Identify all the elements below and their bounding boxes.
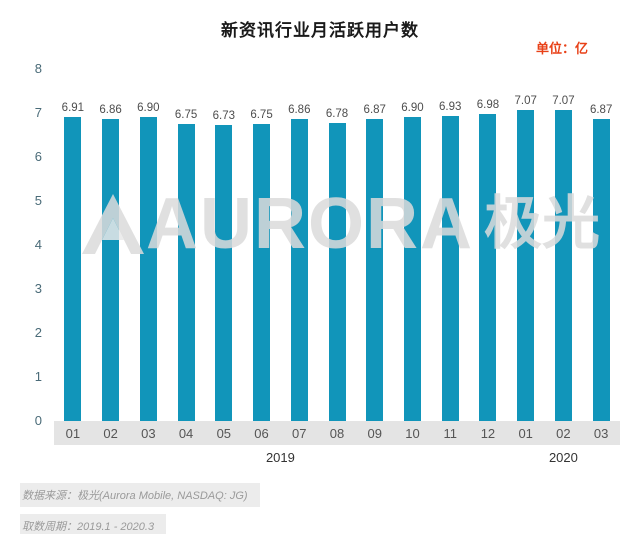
y-tick-label: 0 <box>34 413 42 428</box>
chart-title: 新资讯行业月活跃用户数 <box>221 21 419 40</box>
bar <box>403 117 421 421</box>
bar <box>253 124 271 421</box>
year-label: 2020 <box>548 450 578 465</box>
bar-column: 7.07 <box>507 69 545 421</box>
bar-value-label: 6.87 <box>589 103 613 116</box>
x-tick-label: 01 <box>518 425 533 441</box>
plot-area: 6.91 6.86 6.90 6.75 6.73 6.75 6.86 6.78 6.87 6.90… <box>54 69 620 421</box>
y-tick-label: 5 <box>34 193 42 208</box>
bar-column: 6.91 <box>54 69 92 421</box>
footer: 数据来源：极光(Aurora Mobile, NASDAQ: JG) 取数周期：… <box>20 483 620 534</box>
bar <box>441 116 459 421</box>
unit-label: 单位：亿 <box>535 41 588 56</box>
bar-column: 6.87 <box>356 69 394 421</box>
bar-column: 6.93 <box>431 69 469 421</box>
year-label: 2019 <box>265 450 295 465</box>
bar-value-label: 6.98 <box>476 98 500 111</box>
bar <box>366 118 384 421</box>
bar <box>64 116 82 421</box>
x-tick-label: 11 <box>443 425 457 441</box>
bar <box>328 122 346 421</box>
bar-value-label: 6.87 <box>363 103 386 116</box>
bar-value-label: 6.75 <box>250 109 273 121</box>
bar-column: 7.07 <box>545 69 583 421</box>
bar <box>517 109 535 421</box>
bar-value-label: 6.75 <box>174 109 198 121</box>
bar-value-label: 6.86 <box>288 104 311 117</box>
bar-value-label: 6.91 <box>61 101 85 114</box>
bar-column: 6.78 <box>318 69 356 421</box>
x-tick-label: 09 <box>367 425 382 441</box>
year-labels: 2019 2020 <box>54 450 620 465</box>
bar-column: 6.75 <box>243 69 281 421</box>
bar <box>554 109 572 421</box>
bar <box>139 117 157 421</box>
x-tick-label: 07 <box>292 425 307 441</box>
x-tick-label: 02 <box>103 425 118 441</box>
y-tick-label: 8 <box>34 61 42 76</box>
x-tick-label: 03 <box>593 425 609 441</box>
bar-value-label: 6.90 <box>401 102 424 115</box>
x-tick-label: 10 <box>405 425 420 441</box>
y-axis: 8 7 6 5 4 3 2 1 0 <box>20 62 54 428</box>
bar-value-label: 6.90 <box>137 102 160 115</box>
bar <box>215 124 233 421</box>
x-tick-label: 05 <box>216 425 232 441</box>
y-tick-label: 3 <box>34 281 42 296</box>
bar-column: 6.98 <box>469 69 507 421</box>
y-tick-label: 2 <box>34 325 42 340</box>
data-period: 取数周期：2019.1 - 2020.3 <box>20 514 167 534</box>
plot-wrap: AURORA 极光 6.91 6.86 6.90 6.75 6.73 6.75 6.86 6.… <box>54 69 620 465</box>
bar <box>479 113 497 421</box>
bar-value-label: 6.86 <box>99 104 122 117</box>
x-tick-label: 06 <box>254 425 269 441</box>
x-tick-label: 12 <box>480 425 496 441</box>
bar-column: 6.90 <box>129 69 167 421</box>
x-tick-label: 08 <box>329 425 345 441</box>
bar-column: 6.86 <box>92 69 130 421</box>
bar-column: 6.90 <box>394 69 432 421</box>
bar-value-label: 6.93 <box>439 101 462 114</box>
y-tick-label: 7 <box>34 105 42 120</box>
y-tick-label: 4 <box>34 237 42 252</box>
bar-column: 6.73 <box>205 69 243 421</box>
bar-value-label: 7.07 <box>552 94 575 107</box>
bar <box>177 124 195 421</box>
bar-value-label: 7.07 <box>514 94 537 107</box>
x-tick-label: 02 <box>556 425 571 441</box>
y-tick-label: 6 <box>34 149 42 164</box>
x-tick-label: 01 <box>65 425 81 441</box>
bar-value-label: 6.73 <box>212 109 235 122</box>
bar-column: 6.87 <box>582 69 620 421</box>
x-tick-label: 03 <box>141 425 156 441</box>
y-tick-label: 1 <box>34 369 42 384</box>
bar <box>290 119 308 421</box>
x-tick-label: 04 <box>178 425 194 441</box>
bar <box>102 119 120 421</box>
bar-value-label: 6.78 <box>325 107 349 120</box>
bar <box>592 118 610 421</box>
x-axis: 01 02 03 04 05 06 07 08 09 10 11 12 01 02 03 <box>54 421 620 445</box>
bar-column: 6.75 <box>167 69 205 421</box>
bar-column: 6.86 <box>280 69 318 421</box>
data-source: 数据来源：极光(Aurora Mobile, NASDAQ: JG) <box>20 483 260 507</box>
